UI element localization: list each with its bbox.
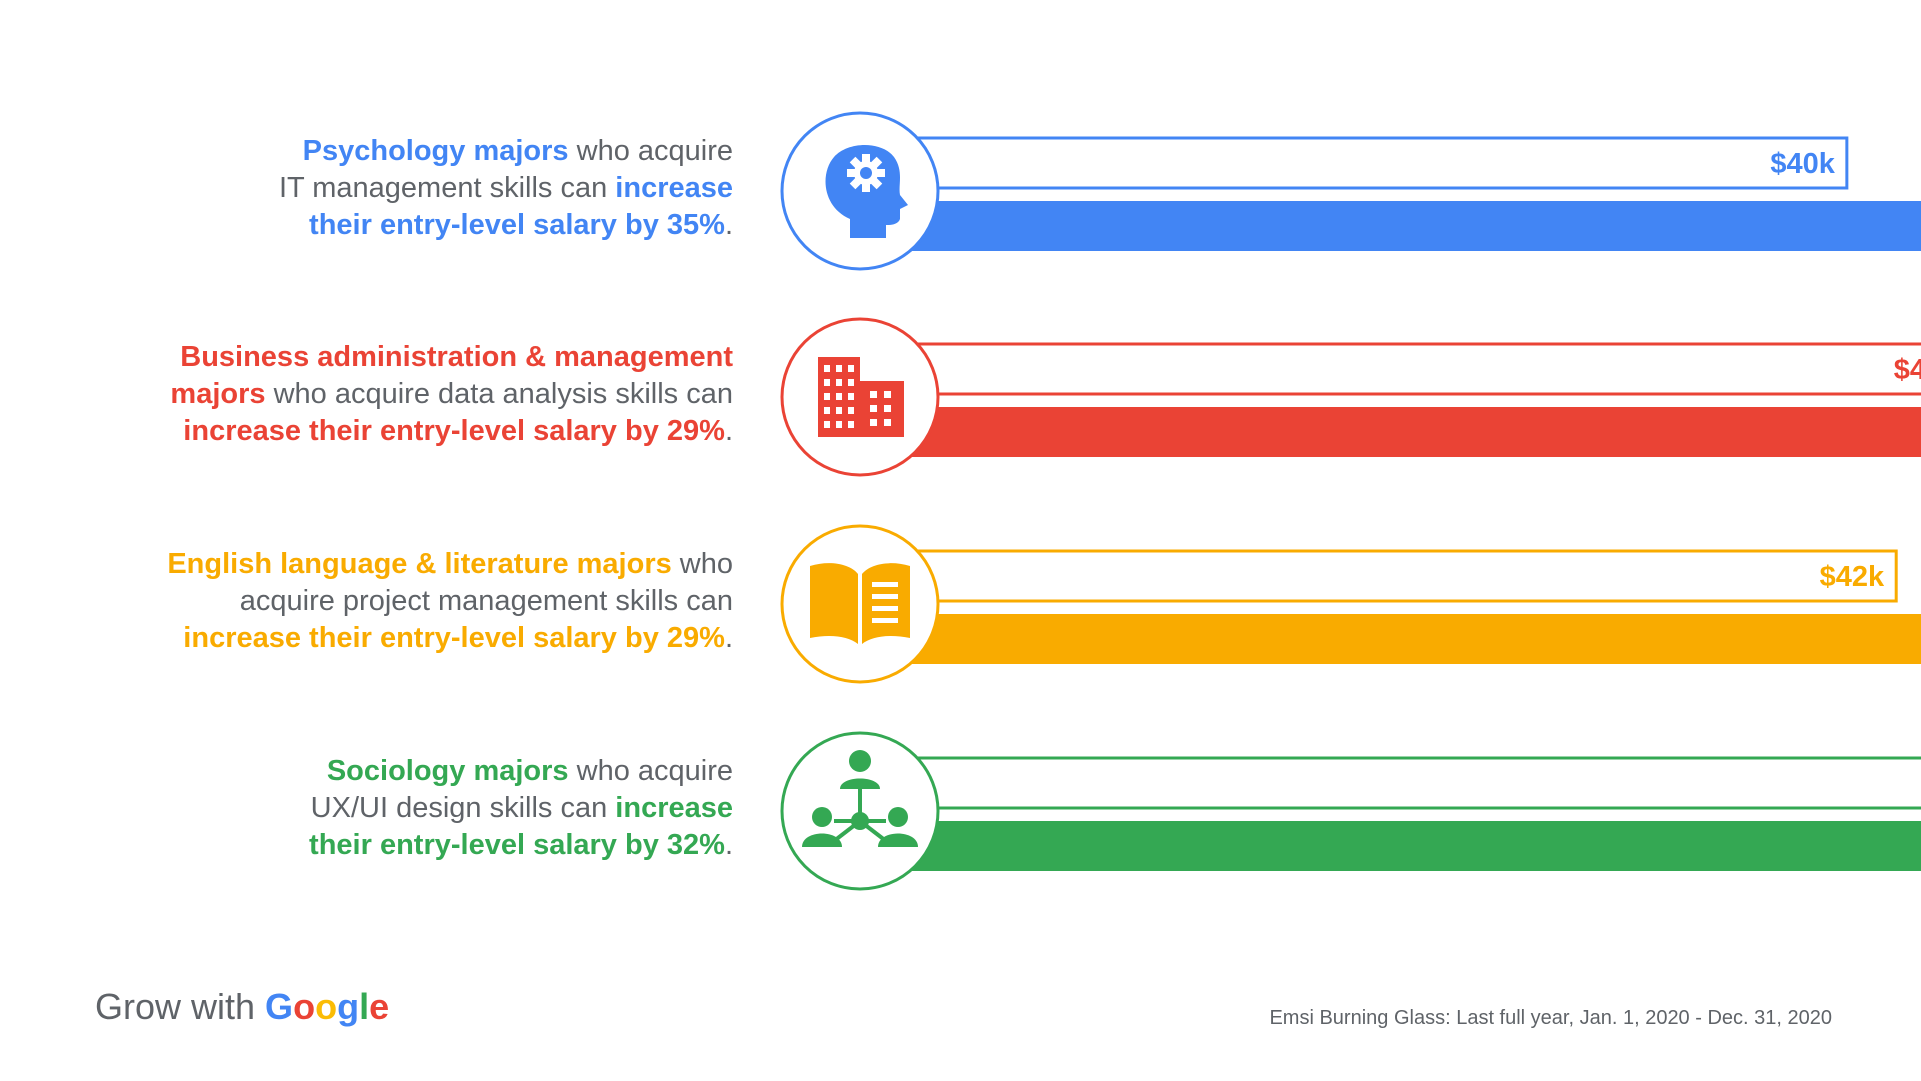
plain-text: IT management skills can [278,172,616,204]
description-line: their entry-level salary by 35%. [80,207,733,244]
row-description: English language & literature majors who… [80,546,733,657]
bar-before [858,136,1849,190]
description-line: increase their entry-level salary by 29%… [80,413,733,450]
brand-letter: l [359,986,370,1027]
chart-row-4: $53k$70k [780,731,1921,891]
highlight-text: increase their entry-level salary by 29% [183,415,725,447]
description-line: English language & literature majors who [80,546,733,583]
source-note: Emsi Burning Glass: Last full year, Jan.… [1269,1007,1832,1029]
value-label-before: $45k [1894,354,1921,386]
plain-text: who acquire [568,755,733,787]
bar-after [860,614,1921,664]
highlight-text: Psychology majors [302,135,569,167]
icon-circle [780,524,940,684]
grow-with-google-logo: Grow with Google [95,985,389,1029]
plain-text: . [724,209,733,241]
description-line: Psychology majors who acquire [80,133,733,170]
plain-text: who [671,548,733,580]
open-book-icon [810,563,910,644]
plain-text: . [724,622,733,654]
chart-row-2: $45k$58k [780,317,1921,477]
highlight-text: increase [615,172,733,204]
value-label-before: $40k [1770,148,1835,180]
brand-google-word: Google [265,986,389,1027]
highlight-text: increase [615,792,733,824]
chart-row-3: $42k$54k [780,524,1921,684]
plain-text: who acquire [568,135,733,167]
bar-after [860,201,1921,251]
plain-text: acquire project management skills can [239,585,733,617]
brand-letter: g [337,986,360,1027]
plain-text: UX/UI design skills can [310,792,616,824]
description-line: UX/UI design skills can increase [80,790,733,827]
description-line: Business administration & management [80,339,733,376]
plain-text: who acquire data analysis skills can [265,378,733,410]
bar-after [860,821,1921,871]
bar-before [858,756,1921,810]
plain-text: . [724,829,733,861]
highlight-text: Sociology majors [326,755,569,787]
brand-prefix: Grow with [95,986,266,1027]
row-description: Psychology majors who acquire IT manageme… [80,133,733,244]
highlight-text: their entry-level salary by 35% [309,209,725,241]
row-description: Sociology majors who acquire UX/UI design… [80,753,733,864]
row-description: Business administration & management majo… [80,339,733,450]
office-building-icon [818,357,904,437]
brand-letter: G [265,986,294,1027]
plain-text: . [724,415,733,447]
head-gear-icon [825,145,908,238]
bar-after [860,407,1921,457]
highlight-text: increase their entry-level salary by 29% [183,622,725,654]
description-line: majors who acquire data analysis skills … [80,376,733,413]
bar-before [858,342,1921,396]
value-label-before: $42k [1820,561,1885,593]
highlight-text: majors [170,378,266,410]
description-line: Sociology majors who acquire [80,753,733,790]
highlight-text: English language & literature majors [167,548,672,580]
highlight-text: Business administration & management [180,341,733,373]
chart-row-1: $40k$54k [780,111,1921,271]
description-line: their entry-level salary by 32%. [80,827,733,864]
brand-letter: o [293,986,316,1027]
description-line: acquire project management skills can [80,583,733,620]
brand-letter: o [315,986,338,1027]
brand-letter: e [369,986,390,1027]
highlight-text: their entry-level salary by 32% [309,829,725,861]
description-line: increase their entry-level salary by 29%… [80,620,733,657]
bar-before [858,549,1898,603]
description-line: IT management skills can increase [80,170,733,207]
people-network-icon [802,750,918,847]
